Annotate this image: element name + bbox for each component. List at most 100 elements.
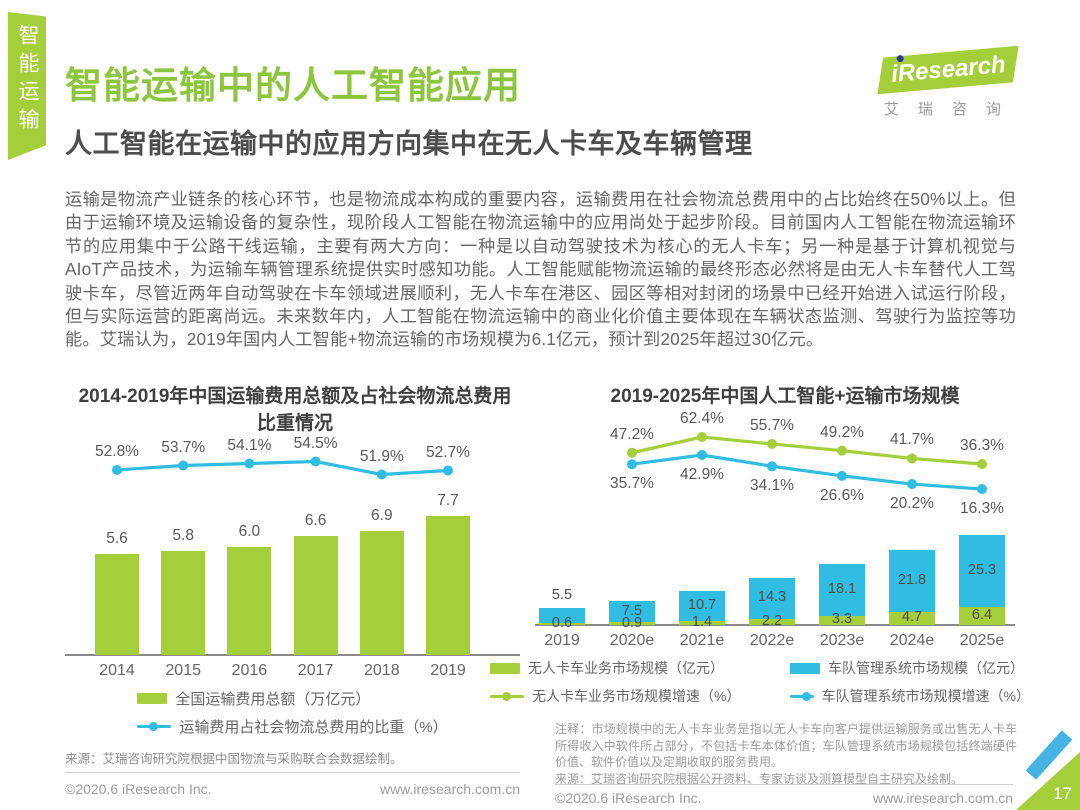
growth-label-green: 41.7% bbox=[890, 431, 934, 449]
line-value-label: 54.5% bbox=[293, 434, 338, 452]
chapter-ribbon-label: 智能运输 bbox=[16, 24, 39, 136]
line-swatch-icon bbox=[137, 722, 172, 731]
stack-green-2021e bbox=[679, 621, 725, 625]
green-value-label: 0.9 bbox=[621, 614, 643, 631]
page-title: 智能运输中的人工智能应用 bbox=[65, 65, 521, 106]
growth-label-blue: 20.2% bbox=[890, 495, 934, 513]
logo-caption: 艾瑞咨询 bbox=[884, 101, 1021, 118]
blue-value-label: 25.3 bbox=[967, 561, 997, 578]
bar-value-label: 6.6 bbox=[304, 512, 327, 530]
bar-swatch-icon bbox=[490, 662, 520, 674]
bar-2019 bbox=[426, 516, 470, 655]
stack-green-2025e bbox=[959, 606, 1005, 625]
right-chart-note: 注释：市场规模中的无人卡车业务是指以无人卡车向客户提供运输服务或出售无人卡车所得… bbox=[555, 721, 1017, 787]
website-link[interactable]: www.iresearch.com.cn bbox=[379, 781, 520, 797]
bar-2014 bbox=[95, 554, 139, 655]
blue-value-label: 18.1 bbox=[827, 580, 857, 597]
bar-value-label: 5.8 bbox=[172, 526, 194, 544]
iresearch-logo: iResearch 艾瑞咨询 bbox=[877, 45, 1021, 119]
legend-label: 车队管理系统市场规模（亿元） bbox=[828, 660, 1024, 676]
blue-value-label: 14.3 bbox=[757, 589, 787, 606]
right-chart-source: 来源：艾瑞咨询研究院根据公开资料、专家访谈及测算模型自主研究及绘制。 bbox=[555, 771, 964, 786]
left-footer: ©2020.6 iResearch Inc. www.iresearch.com… bbox=[65, 781, 520, 797]
stack-blue-2020e bbox=[609, 601, 655, 623]
bar-2016 bbox=[227, 547, 272, 655]
legend-label: 无人卡车业务市场规模（亿元） bbox=[528, 660, 724, 676]
footer-divider bbox=[65, 772, 520, 773]
legend-label: 全国运输费用总额（万亿元） bbox=[175, 691, 371, 708]
right-chart-note-text: 注释：市场规模中的无人卡车业务是指以无人卡车向客户提供运输服务或出售无人卡车所得… bbox=[555, 722, 1017, 769]
website-link[interactable]: www.iresearch.com.cn bbox=[872, 790, 1013, 806]
right-footer: ©2020.6 iResearch Inc. www.iresearch.com… bbox=[555, 790, 1013, 806]
bar-2018 bbox=[359, 530, 404, 655]
line-value-label: 52.8% bbox=[95, 443, 139, 460]
legend-label: 运输费用占社会物流总费用的比重（%） bbox=[179, 719, 448, 736]
x-axis-label: 2021e bbox=[679, 632, 725, 649]
logo-band: iResearch bbox=[877, 45, 1019, 95]
x-axis-label: 2019 bbox=[430, 662, 466, 679]
growth-label-green: 47.2% bbox=[610, 425, 654, 443]
green-value-label: 0.6 bbox=[551, 615, 573, 632]
bar-2017 bbox=[293, 536, 338, 655]
bar-value-label: 7.7 bbox=[437, 492, 459, 510]
line-value-label: 51.9% bbox=[359, 447, 404, 465]
x-axis-label: 2019 bbox=[544, 632, 580, 649]
growth-label-blue: 34.1% bbox=[750, 477, 794, 495]
left-chart-title: 2014-2019年中国运输费用总额及占社会物流总费用比重情况 bbox=[78, 386, 512, 434]
x-axis-label: 2022e bbox=[749, 632, 795, 649]
blue-value-label: 10.7 bbox=[687, 596, 717, 613]
stack-blue-2022e bbox=[749, 578, 795, 619]
growth-label-green: 36.3% bbox=[960, 437, 1004, 455]
x-axis-label: 2018 bbox=[364, 662, 400, 679]
legend-item: 车队管理系统市场规模增速（%） bbox=[790, 686, 1030, 706]
line-value-label: 54.1% bbox=[227, 436, 272, 454]
bar-value-label: 5.6 bbox=[106, 530, 128, 548]
x-axis-label: 2014 bbox=[99, 662, 135, 679]
body-paragraph: 运输是物流产业链条的核心环节，也是物流成本构成的重要内容，运输费用在社会物流总费… bbox=[65, 189, 1016, 350]
x-axis-label: 2025e bbox=[959, 632, 1005, 649]
bar-value-label: 6.0 bbox=[238, 523, 261, 540]
growth-label-blue: 42.9% bbox=[680, 465, 724, 483]
stack-green-2024e bbox=[889, 611, 935, 625]
blue-value-label: 7.5 bbox=[621, 602, 643, 619]
stack-green-2023e bbox=[819, 615, 865, 625]
stack-green-2020e bbox=[609, 622, 655, 625]
stack-blue-2023e bbox=[819, 564, 865, 616]
growth-label-green: 49.2% bbox=[820, 423, 864, 441]
line-value-label: 52.7% bbox=[426, 443, 470, 461]
blue-value-label: 21.8 bbox=[897, 571, 927, 588]
left-chart-x-axis bbox=[65, 654, 520, 656]
copyright-text: ©2020.6 iResearch Inc. bbox=[65, 781, 212, 797]
line-value-label: 53.7% bbox=[161, 438, 206, 456]
bar-2015 bbox=[161, 550, 206, 655]
line-swatch-icon bbox=[490, 691, 524, 701]
footer-divider bbox=[555, 784, 1013, 785]
growth-label-blue: 35.7% bbox=[610, 475, 654, 493]
line-swatch-icon bbox=[790, 691, 814, 701]
left-chart-legend: 全国运输费用总额（万亿元） 运输费用占社会物流总费用的比重（%） bbox=[65, 688, 520, 737]
bar-swatch-icon bbox=[137, 693, 168, 704]
legend-item: 全国运输费用总额（万亿元） bbox=[137, 688, 370, 709]
left-chart-plot: 5.6 2014 5.8 2015 6.0 2016 6.6 2017 6.9 2018 7.7 20… bbox=[65, 435, 520, 679]
stack-green-2022e bbox=[749, 618, 795, 625]
x-axis-label: 2020e bbox=[609, 632, 655, 649]
green-value-label: 1.4 bbox=[691, 614, 713, 630]
green-value-label: 6.4 bbox=[971, 606, 993, 623]
legend-label: 车队管理系统市场规模增速（%） bbox=[821, 688, 1030, 704]
x-axis-label: 2024e bbox=[889, 632, 935, 649]
left-chart-source: 来源：艾瑞咨询研究院根据中国物流与采购联合会数据绘制。 bbox=[65, 752, 403, 766]
right-chart-plot: 5.5 0.6 2019 7.5 0.9 2020e 10.7 1.4 2021e 14.3 2.2… bbox=[535, 410, 1015, 649]
left-legend-rows: 全国运输费用总额（万亿元） 运输费用占社会物流总费用的比重（%） bbox=[137, 688, 448, 737]
legend-item: 无人卡车业务市场规模（亿元） bbox=[490, 658, 790, 678]
legend-item: 无人卡车业务市场规模增速（%） bbox=[490, 686, 790, 706]
copyright-text: ©2020.6 iResearch Inc. bbox=[555, 790, 702, 806]
stack-blue-2025e bbox=[959, 534, 1005, 607]
legend-item: 车队管理系统市场规模（亿元） bbox=[790, 658, 1030, 678]
right-chart-legend: 无人卡车业务市场规模（亿元） 车队管理系统市场规模（亿元） 无人卡车业务市场规模… bbox=[490, 658, 1030, 706]
x-axis-label: 2015 bbox=[165, 662, 201, 679]
green-value-label: 2.2 bbox=[761, 612, 783, 629]
legend-label: 无人卡车业务市场规模增速（%） bbox=[532, 688, 741, 704]
page-number: 17 bbox=[1053, 784, 1072, 803]
page-subtitle: 人工智能在运输中的应用方向集中在无人卡车及车辆管理 bbox=[65, 129, 753, 159]
